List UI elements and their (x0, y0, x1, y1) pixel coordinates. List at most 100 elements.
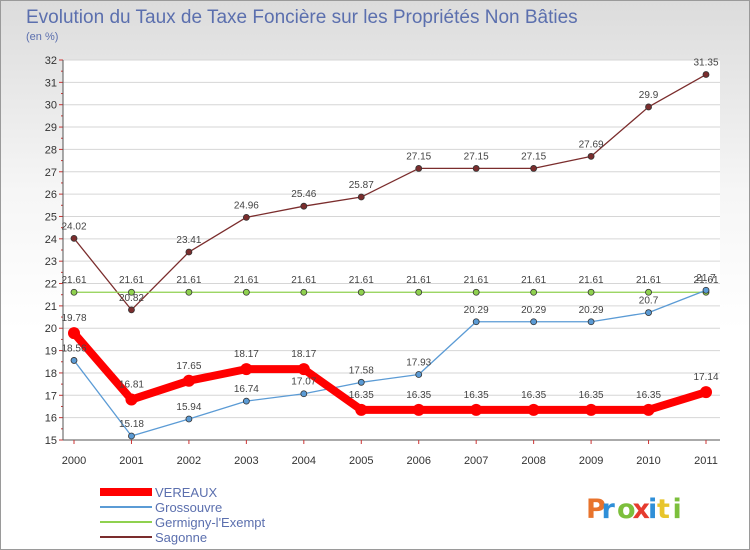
y-tick-label: 17 (45, 390, 57, 402)
logo-letter: t (657, 494, 670, 525)
data-label: 21.61 (61, 275, 86, 286)
data-label: 21.61 (349, 275, 374, 286)
data-point (472, 318, 480, 326)
data-label: 27.15 (521, 151, 546, 162)
legend-label: VEREAUX (155, 485, 217, 500)
data-point (412, 403, 425, 416)
data-point (702, 71, 710, 78)
y-tick-label: 32 (45, 55, 57, 67)
data-label: 17.07 (291, 377, 316, 388)
data-point (242, 288, 250, 296)
data-label: 21.7 (696, 273, 716, 284)
logo-letter: o (617, 494, 636, 525)
data-label: 19.78 (61, 313, 86, 324)
series-vereaux (68, 327, 712, 416)
y-tick-label: 15 (45, 435, 57, 447)
y-tick-label: 31 (45, 77, 57, 89)
data-point (472, 288, 480, 296)
y-tick-label: 22 (45, 279, 57, 291)
data-label: 29.9 (639, 90, 659, 101)
y-tick-label: 20 (45, 323, 57, 335)
data-point (415, 288, 423, 296)
data-label: 16.35 (579, 390, 604, 401)
data-label: 20.29 (521, 305, 546, 316)
data-point (530, 288, 538, 296)
data-point (470, 403, 483, 416)
y-tick-label: 18 (45, 368, 57, 380)
data-point (300, 288, 308, 296)
data-label: 16.35 (521, 390, 546, 401)
data-point (70, 357, 78, 364)
y-tick-label: 25 (45, 211, 57, 223)
data-point (530, 165, 538, 172)
data-point (182, 374, 195, 387)
data-label: 18.56 (61, 343, 86, 354)
legend: VEREAUXGrossouvreGermigny-l'ExemptSagonn… (100, 485, 266, 545)
data-point (700, 386, 712, 399)
data-label: 23.41 (176, 235, 201, 246)
x-tick-label: 2006 (406, 455, 430, 467)
data-label: 15.18 (119, 419, 144, 430)
x-tick-label: 2003 (234, 455, 258, 467)
data-point (128, 432, 135, 440)
data-label: 21.61 (579, 275, 604, 286)
data-point (527, 403, 540, 416)
data-point (355, 403, 368, 416)
data-point (642, 403, 655, 416)
y-tick-label: 30 (45, 100, 57, 112)
data-label: 18.17 (291, 349, 316, 360)
data-label: 16.35 (464, 390, 489, 401)
data-point (587, 288, 595, 296)
data-label: 27.69 (579, 139, 604, 150)
data-point (587, 152, 595, 160)
data-point (300, 390, 308, 398)
series-line (73, 289, 707, 437)
x-tick-label: 2001 (119, 455, 143, 467)
data-point (357, 193, 365, 201)
data-point (472, 165, 480, 172)
chart-subtitle: (en %) (26, 31, 58, 43)
series (68, 71, 712, 440)
data-label: 16.81 (119, 380, 144, 391)
data-label: 21.61 (176, 275, 201, 286)
data-label: 15.94 (176, 402, 201, 413)
data-point (297, 363, 310, 376)
x-tick-label: 2000 (62, 455, 86, 467)
data-point (415, 371, 423, 378)
data-point (242, 213, 250, 221)
y-tick-label: 21 (45, 301, 57, 313)
data-point (587, 318, 595, 326)
data-label: 21.61 (406, 275, 431, 286)
legend-label: Sagonne (155, 530, 207, 545)
data-point (185, 288, 193, 296)
data-label: 21.61 (464, 275, 489, 286)
data-label: 17.58 (349, 365, 374, 376)
y-tick-label: 27 (45, 167, 57, 179)
y-tick-label: 29 (45, 122, 57, 134)
logo-letter: r (602, 494, 616, 525)
data-point (240, 363, 253, 376)
data-point (185, 415, 193, 423)
data-label: 17.65 (176, 361, 201, 372)
data-label: 20.29 (464, 305, 489, 316)
data-point (645, 288, 652, 296)
data-label: 20.29 (579, 305, 604, 316)
proxiti-logo: Pr oxi t i (586, 494, 682, 525)
data-label: 16.35 (349, 390, 374, 401)
data-point (702, 286, 710, 294)
data-label: 20.7 (639, 296, 659, 307)
data-label: 16.74 (234, 384, 259, 395)
logo-letter: P (586, 494, 606, 525)
data-point (70, 288, 78, 296)
data-point (645, 309, 652, 316)
data-point (300, 202, 308, 210)
data-label: 18.17 (234, 349, 259, 360)
data-point (242, 397, 250, 405)
legend-label: Germigny-l'Exempt (155, 515, 266, 530)
data-point (357, 288, 365, 296)
data-label: 17.93 (406, 358, 431, 369)
series-germigny-l-exempt (70, 288, 710, 296)
data-point (415, 165, 423, 172)
data-label: 21.61 (693, 275, 718, 286)
data-point (645, 103, 652, 111)
